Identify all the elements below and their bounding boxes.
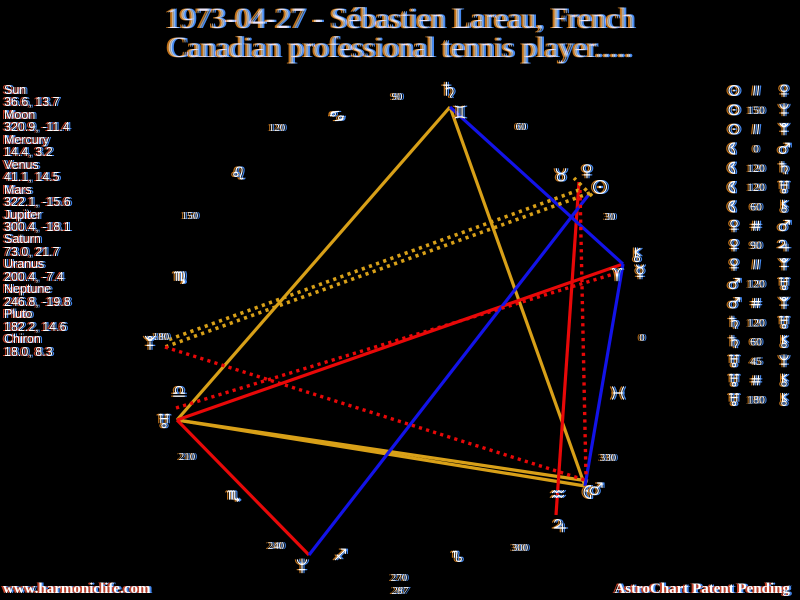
svg-text:30: 30: [605, 211, 617, 223]
svg-text:60: 60: [516, 121, 528, 133]
svg-text:210: 210: [181, 451, 198, 463]
svg-text:210: 210: [179, 451, 196, 463]
svg-text:90: 90: [750, 238, 762, 252]
svg-text:60: 60: [748, 199, 760, 213]
svg-text:60: 60: [750, 199, 762, 213]
svg-text:0: 0: [637, 332, 643, 344]
svg-text:330: 330: [600, 452, 617, 464]
svg-text:330: 330: [598, 452, 615, 464]
svg-text:90: 90: [394, 91, 406, 103]
svg-text:90: 90: [748, 238, 760, 252]
svg-text:270: 270: [389, 572, 406, 584]
svg-text:180: 180: [155, 331, 172, 343]
svg-text:180: 180: [747, 393, 765, 407]
svg-text:45: 45: [750, 354, 762, 368]
svg-text:45: 45: [748, 354, 760, 368]
svg-text:240: 240: [266, 540, 283, 552]
svg-text:0: 0: [641, 332, 647, 344]
svg-text:90: 90: [390, 91, 402, 103]
svg-text:210: 210: [177, 451, 194, 463]
svg-text:287: 287: [394, 585, 411, 597]
svg-text:240: 240: [270, 540, 287, 552]
svg-text:270: 270: [393, 572, 410, 584]
svg-text:30: 30: [603, 211, 615, 223]
svg-text:150: 150: [182, 210, 199, 222]
svg-text:150: 150: [747, 103, 765, 117]
svg-text:0: 0: [639, 332, 645, 344]
svg-text:60: 60: [518, 121, 530, 133]
svg-text:240: 240: [268, 540, 285, 552]
svg-text:120: 120: [745, 180, 763, 194]
svg-text:150: 150: [749, 103, 767, 117]
svg-text:90: 90: [392, 91, 404, 103]
svg-text:287: 287: [392, 585, 409, 597]
svg-text:45: 45: [752, 354, 764, 368]
svg-text:120: 120: [747, 180, 765, 194]
svg-text:330: 330: [602, 452, 619, 464]
svg-text:300: 300: [512, 542, 529, 554]
svg-text:0: 0: [755, 141, 761, 155]
svg-text:300: 300: [514, 542, 531, 554]
svg-text:120: 120: [747, 315, 765, 329]
svg-text:180: 180: [745, 393, 763, 407]
svg-text:60: 60: [748, 335, 760, 349]
svg-text:287: 287: [390, 585, 407, 597]
svg-text:120: 120: [749, 277, 767, 291]
svg-text:120: 120: [747, 161, 765, 175]
svg-text:60: 60: [514, 121, 526, 133]
svg-text:0: 0: [753, 141, 759, 155]
svg-text:120: 120: [749, 180, 767, 194]
svg-text:120: 120: [745, 161, 763, 175]
svg-text:120: 120: [749, 315, 767, 329]
svg-text:120: 120: [749, 161, 767, 175]
svg-text:90: 90: [752, 238, 764, 252]
svg-text:120: 120: [269, 122, 286, 134]
svg-text:150: 150: [180, 210, 197, 222]
svg-text:180: 180: [151, 331, 168, 343]
svg-text:60: 60: [752, 199, 764, 213]
svg-text:120: 120: [745, 315, 763, 329]
svg-text:180: 180: [153, 331, 170, 343]
svg-text:270: 270: [391, 572, 408, 584]
svg-text:300: 300: [510, 542, 527, 554]
svg-text:120: 120: [745, 277, 763, 291]
svg-text:120: 120: [747, 277, 765, 291]
svg-text:60: 60: [752, 335, 764, 349]
svg-text:60: 60: [750, 335, 762, 349]
svg-text:0: 0: [751, 141, 757, 155]
svg-text:180: 180: [749, 393, 767, 407]
svg-text:120: 120: [271, 122, 288, 134]
svg-text:120: 120: [267, 122, 284, 134]
svg-text:150: 150: [745, 103, 763, 117]
svg-text:30: 30: [607, 211, 619, 223]
svg-text:150: 150: [184, 210, 201, 222]
